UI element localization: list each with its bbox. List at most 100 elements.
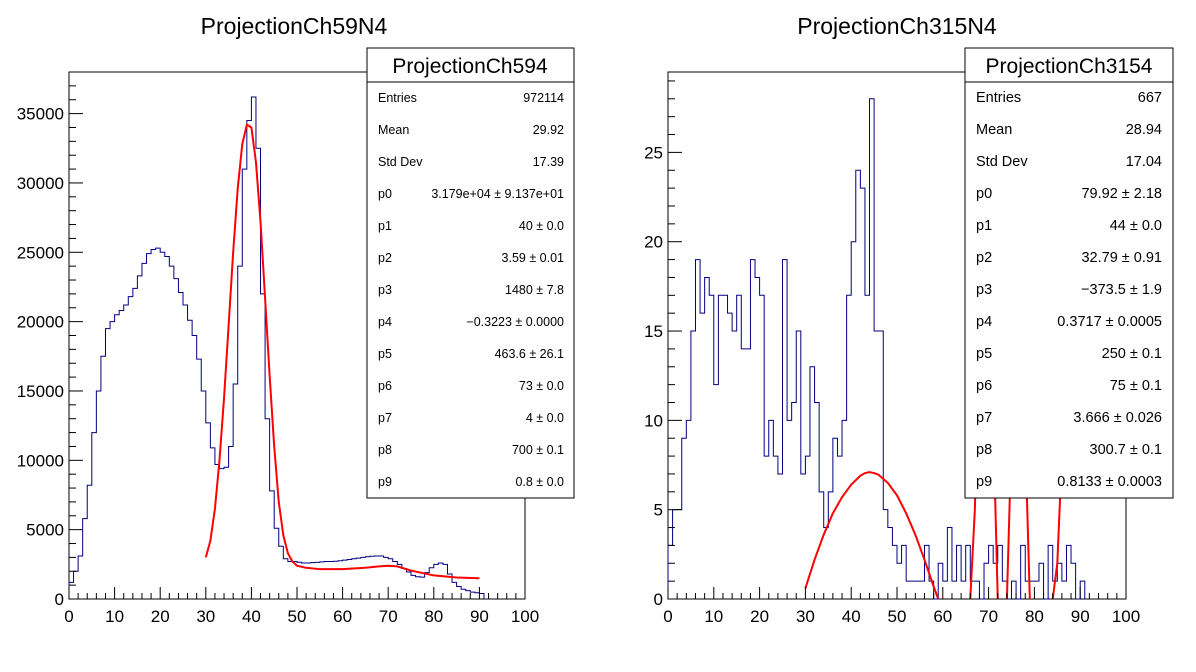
stats-row-label: Entries: [378, 91, 417, 105]
stats-row-label: p5: [378, 347, 392, 361]
stats-row-label: Std Dev: [378, 155, 423, 169]
y-tick-label: 25: [644, 143, 663, 162]
stats-row-value: 1480 ± 7.8: [505, 283, 564, 297]
stats-row-label: p9: [976, 474, 992, 490]
stats-row-value: −0.3223 ± 0.0000: [466, 315, 564, 329]
right-histogram-panel: ProjectionCh315N4 0 10 20 30 40 50 60 70 80 90 100…: [644, 13, 1174, 626]
stats-row-label: p6: [976, 378, 992, 394]
y-tick-label: 5000: [26, 521, 64, 540]
histogram-series: [68, 96, 485, 599]
stats-row-value: 3.179e+04 ± 9.137e+01: [431, 187, 564, 201]
y-tick-label: 10: [644, 411, 663, 430]
stats-row-label: p2: [976, 250, 992, 266]
stats-row-label: Mean: [378, 123, 409, 137]
x-tick-label: 50: [288, 607, 307, 626]
stats-row-value: 17.04: [1126, 154, 1162, 170]
y-tick-label: 15000: [17, 382, 64, 401]
stats-row-value: 44 ± 0.0: [1110, 218, 1162, 234]
stats-row-value: 32.79 ± 0.91: [1081, 250, 1162, 266]
right-stats-box: ProjectionCh3154 Entries 667 Mean 28.94 Std …: [964, 47, 1174, 499]
y-tick-label: 5: [654, 501, 663, 520]
stats-row-value: 17.39: [533, 155, 564, 169]
stats-row-label: p3: [976, 282, 992, 298]
x-tick-label: 30: [196, 607, 215, 626]
y-tick-label: 20000: [17, 313, 64, 332]
stats-row-label: p2: [378, 251, 392, 265]
stats-row-value: 75 ± 0.1: [1110, 378, 1162, 394]
stats-row-value: −373.5 ± 1.9: [1081, 282, 1162, 298]
stats-row-value: 40 ± 0.0: [519, 219, 564, 233]
x-tick-label: 40: [242, 607, 261, 626]
stats-row-value: 0.8133 ± 0.0003: [1057, 474, 1162, 490]
x-tick-label: 50: [888, 607, 907, 626]
stats-row-value: 700 ± 0.1: [512, 443, 564, 457]
stats-row-label: p7: [378, 411, 392, 425]
left-stats-border: [366, 47, 575, 499]
stats-row-value: 972114: [523, 91, 564, 105]
y-tick-label: 25000: [17, 243, 64, 262]
right-stats-title: ProjectionCh3154: [986, 55, 1153, 78]
stats-row-label: p0: [378, 187, 392, 201]
stats-row-label: p3: [378, 283, 392, 297]
y-tick-label: 35000: [17, 105, 64, 124]
stats-row-value: 3.666 ± 0.026: [1073, 410, 1162, 426]
x-tick-label: 60: [333, 607, 352, 626]
x-tick-label: 30: [796, 607, 815, 626]
stats-row-value: 463.6 ± 26.1: [495, 347, 564, 361]
stats-row-value: 0.8 ± 0.0: [515, 475, 564, 489]
x-tick-label: 100: [1112, 607, 1140, 626]
stats-row-value: 300.7 ± 0.1: [1090, 442, 1162, 458]
stats-row-label: p1: [976, 218, 992, 234]
left-histogram-panel: ProjectionCh59N4 0 10 20 30 40 50 60 70 80 90 1000…: [17, 13, 575, 626]
x-tick-label: 70: [379, 607, 398, 626]
stats-row-label: p4: [976, 314, 992, 330]
x-tick-label: 90: [470, 607, 489, 626]
stats-row-value: 4 ± 0.0: [526, 411, 564, 425]
stats-row-label: p0: [976, 186, 992, 202]
y-tick-label: 10000: [17, 451, 64, 470]
stats-row-label: p8: [976, 442, 992, 458]
stats-row-label: p1: [378, 219, 392, 233]
histogram-series: [667, 98, 1086, 600]
left-plot-area: 0 10 20 30 40 50 60 70 80 90 100 0 5000 10000 15000 200…: [17, 71, 539, 626]
right-stats-border: [964, 47, 1174, 499]
stats-row-value: 0.3717 ± 0.0005: [1057, 314, 1162, 330]
stats-row-label: Entries: [976, 90, 1021, 106]
stats-row-value: 667: [1138, 90, 1162, 106]
x-tick-label: 100: [511, 607, 539, 626]
stats-row-value: 250 ± 0.1: [1102, 346, 1162, 362]
y-tick-label: 0: [55, 590, 64, 609]
y-tick-label: 15: [644, 322, 663, 341]
x-tick-label: 70: [979, 607, 998, 626]
stats-row-label: Std Dev: [976, 154, 1028, 170]
x-tick-label: 40: [842, 607, 861, 626]
x-tick-label: 20: [750, 607, 769, 626]
left-stats-box: ProjectionCh594 Entries 972114 Mean 29.92 St…: [366, 47, 575, 499]
stats-row-value: 3.59 ± 0.01: [502, 251, 565, 265]
fit-curve: [204, 123, 480, 580]
left-chart-title: ProjectionCh59N4: [201, 13, 388, 39]
x-tick-label: 0: [64, 607, 73, 626]
x-tick-label: 90: [1071, 607, 1090, 626]
right-chart-title: ProjectionCh315N4: [797, 13, 997, 39]
stats-row-label: p5: [976, 346, 992, 362]
stats-row-value: 29.92: [533, 123, 564, 137]
fit-curve-segment-0: [804, 471, 940, 600]
left-stats-title: ProjectionCh594: [392, 55, 548, 78]
x-tick-label: 20: [151, 607, 170, 626]
x-tick-label: 60: [933, 607, 952, 626]
stats-row-label: p9: [378, 475, 392, 489]
y-tick-label: 0: [654, 590, 663, 609]
x-tick-label: 80: [424, 607, 443, 626]
stats-row-label: p7: [976, 410, 992, 426]
stats-row-value: 79.92 ± 2.18: [1081, 186, 1162, 202]
x-tick-label: 10: [105, 607, 124, 626]
stats-row-label: p6: [378, 379, 392, 393]
y-tick-label: 30000: [17, 174, 64, 193]
x-tick-label: 0: [663, 607, 672, 626]
stats-row-label: p8: [378, 443, 392, 457]
stats-row-value: 28.94: [1126, 122, 1162, 138]
stats-row-value: 73 ± 0.0: [519, 379, 564, 393]
y-tick-label: 20: [644, 233, 663, 252]
